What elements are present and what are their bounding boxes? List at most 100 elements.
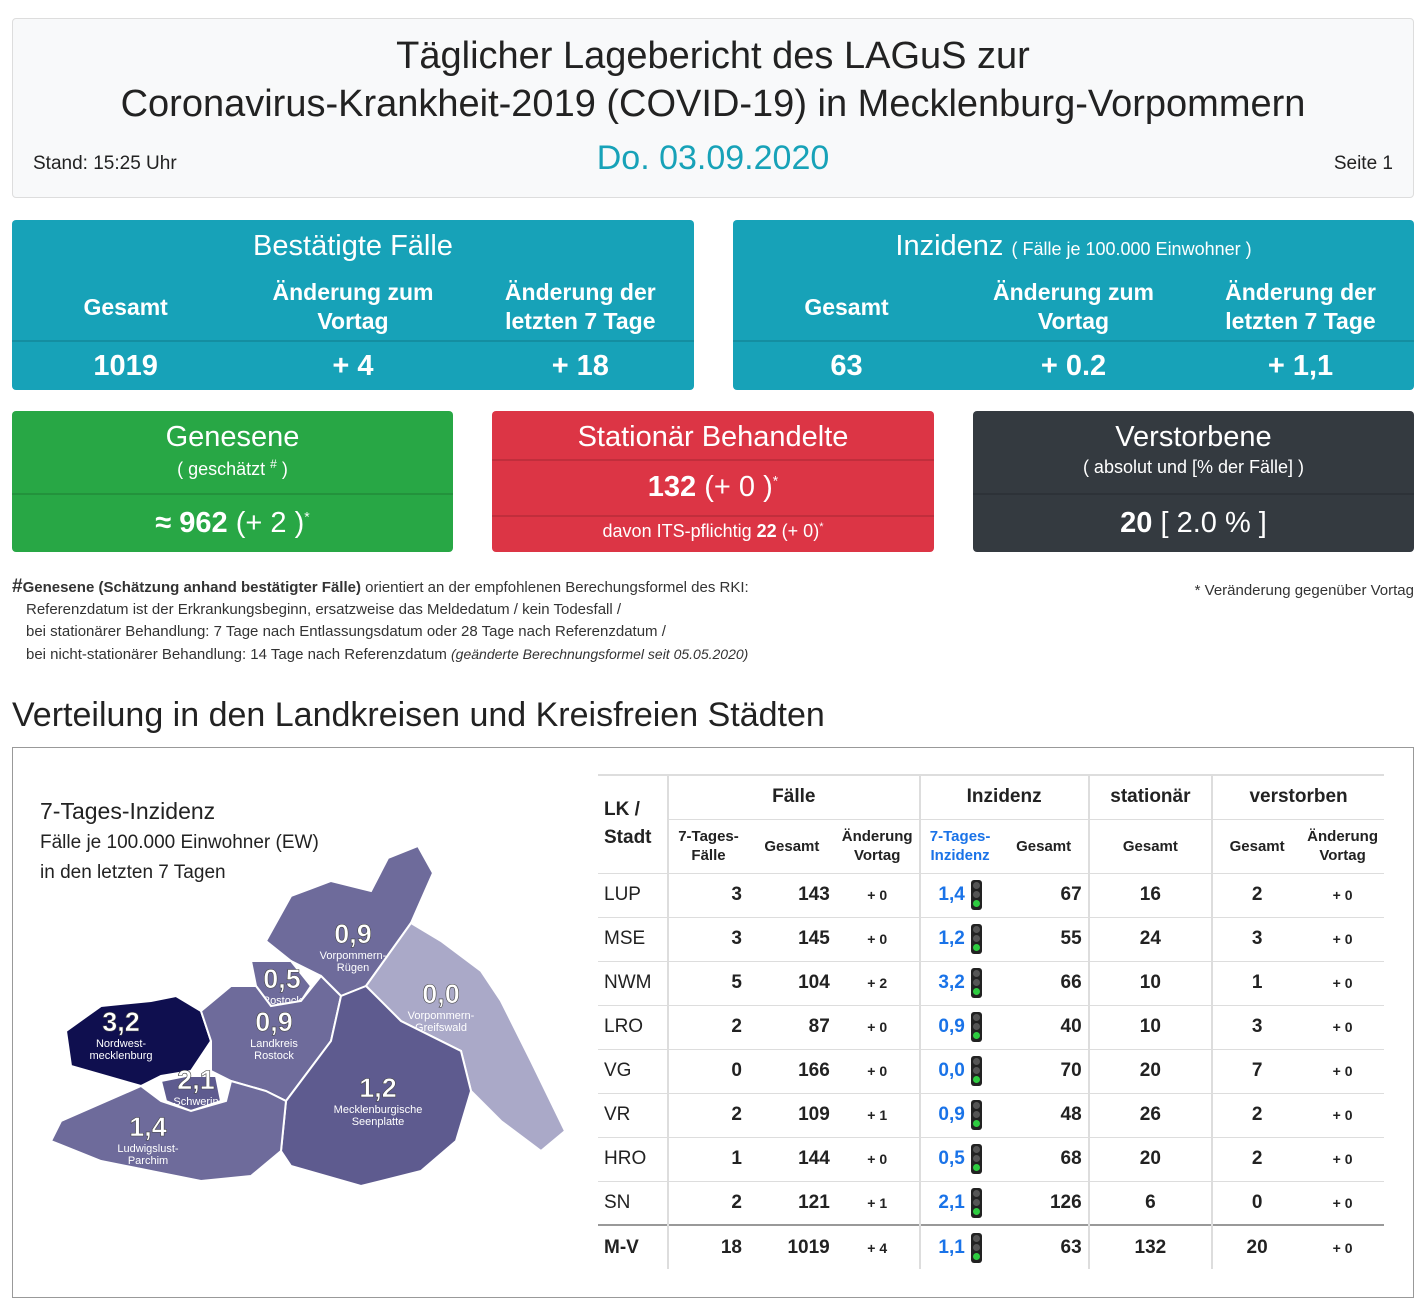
header-row: LK / Stadt Fälle Inzidenz stationär verstorb… [598, 774, 1384, 873]
cell: 0 [667, 1048, 748, 1093]
light [972, 1234, 980, 1242]
cases-box: Bestätigte Fälle Gesamt Änderung zum Vort… [12, 220, 694, 390]
cell: 0 [1211, 1180, 1302, 1225]
district-table: LK / Stadt Fälle Inzidenz stationär verstorb… [598, 774, 1384, 1269]
cell: 10 [1087, 1004, 1213, 1049]
incidence-cell: 1,1 [918, 1224, 1000, 1269]
region-name: Ludwigslust- [117, 1143, 178, 1155]
map-title: 7-Tages-Inzidenz [40, 798, 216, 824]
box-title: Genesene [165, 421, 300, 453]
cell: 2 [1211, 1136, 1302, 1181]
sub-header: Gesamt [999, 818, 1089, 873]
district: VR [598, 1092, 668, 1137]
deaths-box: Verstorbene ( absolut und [% der Fälle] … [973, 411, 1414, 552]
district: LUP [598, 872, 668, 917]
header-cell: LK / Stadt [598, 774, 668, 873]
region-value: 0,0 [422, 979, 460, 1009]
column-header: Gesamt [83, 293, 168, 320]
group-header: verstorben [1211, 774, 1384, 819]
change: + 0 [1332, 931, 1353, 947]
its-label: davon ITS-pflichtig [602, 521, 752, 541]
value: ≈ 962 [155, 507, 228, 539]
box-title: Bestätigte Fälle [253, 230, 453, 262]
change: + 0 [867, 931, 888, 947]
region-value: 0,5 [263, 964, 301, 994]
note-line: #Genesene (Schätzung anhand bestätigter … [12, 576, 1012, 599]
change: + 0 [1332, 1194, 1353, 1211]
change-cell: + 0 [1301, 1136, 1384, 1181]
incidence-cell: 0,0 [918, 1048, 1000, 1093]
cell: 143 [748, 872, 836, 917]
cell: 67 [999, 872, 1089, 917]
mark: * [819, 521, 824, 533]
cell: 1 [1211, 960, 1302, 1005]
cell: 126 [999, 1180, 1089, 1225]
table-row: VG 0 166 + 0 0,0 70 20 7 + 0 [598, 1048, 1384, 1093]
box-title: Stationär Behandelte [577, 421, 849, 453]
light [972, 1198, 980, 1206]
change-cell: + 0 [835, 1048, 920, 1093]
sub-header: Gesamt [748, 818, 836, 873]
header: Täglicher Lagebericht des LAGuS zur Coro… [12, 18, 1414, 198]
map-region [159, 1075, 223, 1113]
change-note: * Veränderung gegenüber Vortag [1194, 582, 1414, 599]
text: ( geschätzt [177, 459, 266, 479]
table-body: LK / Stadt Fälle Inzidenz stationär verstorb… [598, 774, 1384, 1269]
table-row: NWM 5 104 + 2 3,2 66 10 1 + 0 [598, 960, 1384, 1005]
mark: * [772, 472, 779, 489]
district: VG [598, 1048, 668, 1093]
value: + 0.2 [1040, 349, 1107, 382]
incidence-value: 1,2 [938, 928, 965, 950]
table-row: M-V 18 1019 + 4 1,1 63 132 20 + 0 [598, 1224, 1384, 1269]
note-line: Referenzdatum ist der Erkrankungsbeginn,… [26, 601, 622, 618]
incidence-cell: 0,9 [918, 1004, 1000, 1049]
cell: 3 [1211, 1004, 1302, 1049]
cell: 2 [667, 1180, 748, 1225]
cell: 55 [999, 916, 1089, 961]
box-value: 132 (+ 0 )* [492, 471, 934, 504]
change-cell: + 0 [1301, 1048, 1384, 1093]
region-value: 2,1 [177, 1065, 215, 1095]
traffic-light [970, 1144, 982, 1174]
cell: 166 [748, 1048, 836, 1093]
change: + 0 [1332, 887, 1353, 903]
light [972, 1207, 980, 1215]
incidence-value: 0,0 [938, 1060, 965, 1082]
column-header: Änderung zum Vortag [272, 279, 434, 334]
cell: 40 [999, 1004, 1089, 1049]
change: + 1 [867, 1194, 888, 1211]
change-cell: + 0 [1301, 1180, 1384, 1225]
cell: 20 [1087, 1048, 1213, 1093]
box-value: ≈ 962 (+ 2 )* [12, 507, 453, 540]
change: (+ 2 ) [235, 507, 305, 539]
change: + 0 [1332, 975, 1353, 991]
light [972, 1120, 980, 1127]
region-name: Rügen [337, 962, 369, 974]
incidence-value: 0,5 [938, 1148, 965, 1170]
map-region [49, 1079, 288, 1183]
cell: 5 [667, 960, 748, 1005]
group-header: Fälle [667, 774, 920, 819]
region-name: Rostock [254, 1050, 294, 1062]
change-cell: + 2 [835, 960, 920, 1005]
mark: * [304, 508, 310, 525]
light [972, 1243, 980, 1251]
light [972, 970, 980, 977]
incidence-cell: 1,2 [918, 916, 1000, 961]
light [972, 1146, 980, 1153]
value: + 1,1 [1267, 349, 1334, 382]
incidence-cell: 0,9 [918, 1092, 1000, 1137]
cell: 132 [1087, 1224, 1213, 1269]
change-cell: + 0 [1301, 872, 1384, 917]
its-value: 22 [756, 521, 777, 541]
change-cell: + 0 [835, 1136, 920, 1181]
change: (+ 0 ) [704, 471, 773, 503]
incidence-cell: 1,4 [918, 872, 1000, 917]
light [972, 882, 980, 889]
district: NWM [598, 960, 668, 1005]
cell: 144 [748, 1136, 836, 1181]
traffic-light [970, 1232, 982, 1263]
cell: 121 [748, 1180, 836, 1225]
mark: # [270, 457, 277, 471]
